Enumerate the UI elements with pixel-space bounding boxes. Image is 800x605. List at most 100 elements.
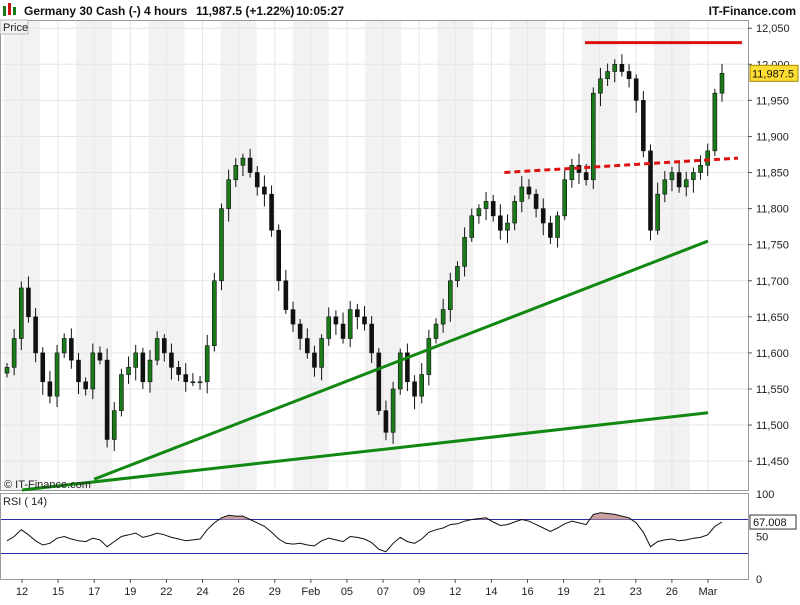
candle-down	[383, 410, 389, 433]
x-tick-label: 17	[88, 586, 100, 598]
candle-up	[226, 179, 231, 209]
y-tick-label: 11,750	[756, 240, 789, 252]
candle-up	[440, 309, 446, 325]
candle-up	[90, 352, 96, 390]
price-label-box	[0, 19, 29, 35]
candle-down	[648, 150, 653, 231]
candle-up	[197, 381, 203, 384]
x-tick-label: 15	[52, 586, 64, 598]
x-tick-label: 29	[269, 586, 281, 598]
header-bar	[0, 0, 800, 20]
candle-down	[26, 287, 31, 318]
candle-up	[590, 92, 596, 181]
candle-down	[83, 381, 88, 390]
rsi-line	[6, 512, 723, 553]
candle-up	[698, 165, 703, 173]
y-tick-label: 12,050	[756, 23, 790, 35]
candle-down	[490, 201, 496, 217]
candle-up	[512, 201, 517, 224]
x-tick-label: 09	[413, 586, 425, 598]
candle-up	[683, 179, 689, 188]
candle-up	[655, 193, 660, 231]
candle-up	[691, 172, 696, 181]
candle-down	[376, 352, 382, 411]
candle-up	[612, 63, 618, 72]
candles	[4, 54, 725, 452]
candle-down	[104, 359, 110, 440]
candle-down	[33, 316, 38, 354]
rsi-pane: 100 50 0 67.008	[1, 489, 797, 586]
candle-up	[204, 345, 210, 383]
x-tick-label: 19	[557, 586, 569, 598]
x-tick-label: 12	[449, 586, 461, 598]
candle-down	[40, 352, 46, 383]
candle-up	[326, 316, 332, 339]
candle-up	[111, 410, 117, 440]
rsi-tick-label: 100	[756, 489, 774, 501]
candle-down	[297, 323, 303, 339]
candle-up	[419, 374, 425, 397]
candle-up	[605, 71, 610, 80]
rsi-last-label: 67.008	[753, 517, 787, 529]
horizontal-grid	[1, 27, 748, 462]
candle-down	[412, 381, 417, 397]
candle-up	[119, 374, 124, 411]
candle-down	[362, 316, 367, 325]
candle-down	[262, 186, 267, 195]
candle-down	[676, 172, 682, 188]
candle-up	[397, 352, 403, 390]
y-tick-label: 11,450	[756, 456, 789, 468]
candle-up	[476, 208, 482, 217]
price-axis: 12,05012,00011,95011,90011,85011,80011,7…	[748, 23, 799, 468]
candle-up	[719, 73, 725, 94]
timeframe-label: 4 hours	[144, 4, 188, 18]
candle-up	[233, 165, 239, 181]
x-tick-label: 07	[377, 586, 389, 598]
candle-down	[69, 338, 74, 361]
x-tick-label: 16	[521, 586, 533, 598]
candle-up	[54, 352, 60, 397]
y-tick-label: 11,800	[756, 204, 789, 216]
instrument-icon	[3, 3, 16, 16]
candle-down	[254, 172, 260, 188]
candle-down	[47, 381, 53, 397]
candle-down	[533, 193, 539, 209]
candle-up	[598, 78, 603, 94]
candle-up	[347, 309, 353, 339]
x-tick-label: 19	[124, 586, 136, 598]
candle-up	[447, 280, 453, 310]
candle-up	[147, 359, 153, 383]
candle-down	[97, 352, 103, 361]
candle-down	[312, 352, 317, 368]
candle-up	[569, 165, 575, 181]
y-tick-label: 11,950	[756, 95, 789, 107]
x-tick-label: 14	[485, 586, 497, 598]
rsi-tick-label: 50	[756, 532, 768, 544]
candle-down	[405, 352, 410, 383]
candle-down	[283, 280, 289, 310]
x-tick-label: 26	[233, 586, 245, 598]
candle-up	[426, 338, 432, 375]
candle-down	[355, 309, 360, 318]
candle-up	[462, 237, 467, 267]
price-label: Price	[3, 22, 28, 34]
candle-up	[133, 352, 138, 368]
support-trendline	[93, 239, 709, 481]
rsi-last-badge	[749, 514, 797, 530]
candle-down	[333, 316, 339, 325]
candle-down	[183, 374, 189, 383]
candle-up	[712, 92, 718, 152]
candle-up	[212, 280, 217, 346]
x-tick-label: 12	[16, 586, 28, 598]
candle-up	[190, 381, 196, 384]
candle-up	[469, 215, 475, 238]
candle-up	[519, 186, 525, 202]
candle-down	[304, 338, 310, 354]
candle-up	[483, 201, 489, 209]
candle-up	[319, 338, 324, 368]
candle-down	[641, 100, 646, 152]
candle-down	[540, 208, 546, 224]
candle-down	[619, 63, 625, 72]
y-tick-label: 11,500	[756, 420, 789, 432]
